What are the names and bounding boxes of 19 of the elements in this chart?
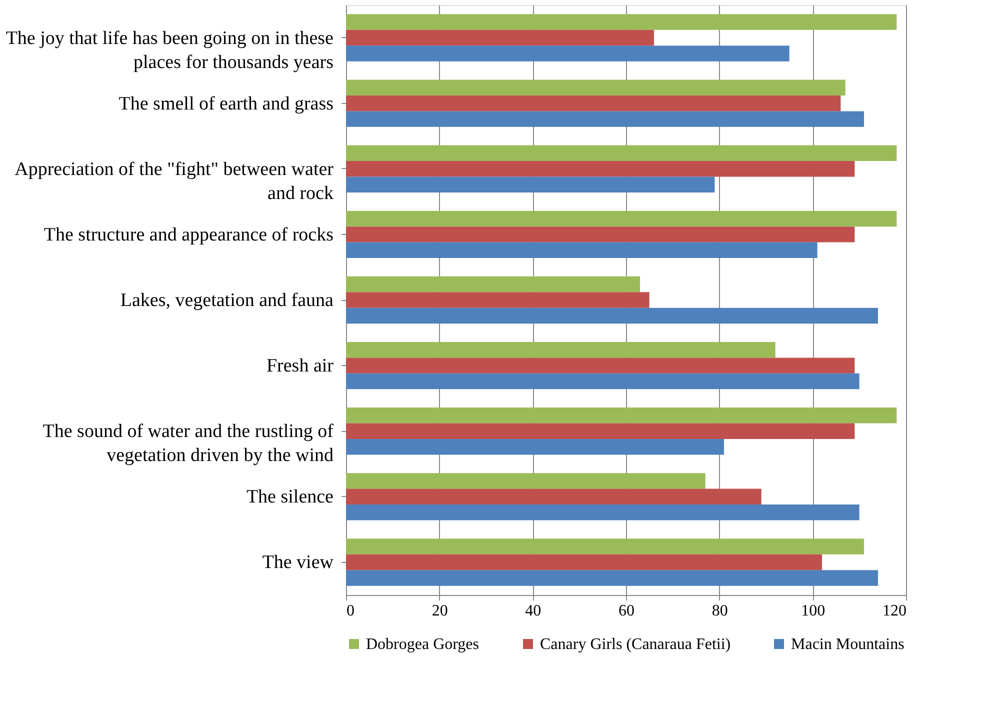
y-tick-label: The joy that life has been going on in these places for thousands years: [6, 28, 334, 73]
x-tick-label: 80: [712, 602, 728, 620]
x-tick-label: 100: [801, 602, 826, 620]
x-tick-label: 60: [618, 602, 634, 620]
x-tick-label: 40: [525, 602, 542, 620]
legend-label: Canary Girls (Canaraua Fetii): [540, 636, 731, 653]
y-tick-label: The silence: [246, 486, 334, 508]
y-tick-label: The sound of water and the rustling of vegetation driven by the wind: [42, 421, 334, 466]
legend-label: Dobrogea Gorges: [366, 636, 480, 653]
y-tick-label: Lakes, vegetation and fauna: [120, 290, 334, 311]
x-tick-label: 20: [432, 602, 448, 620]
y-tick-label: Fresh air: [266, 356, 334, 377]
x-tick-label: 0: [346, 602, 354, 620]
y-tick-label: The smell of earth and grass: [118, 93, 334, 114]
y-tick-label: The view: [262, 552, 334, 574]
x-tick-label: 120: [882, 602, 906, 620]
legend-label: Macin Mountains: [791, 636, 904, 653]
y-tick-label: Appreciation of the "fight" between water and rock: [14, 158, 334, 204]
y-tick-label: The structure and appearance of rocks: [44, 224, 334, 246]
